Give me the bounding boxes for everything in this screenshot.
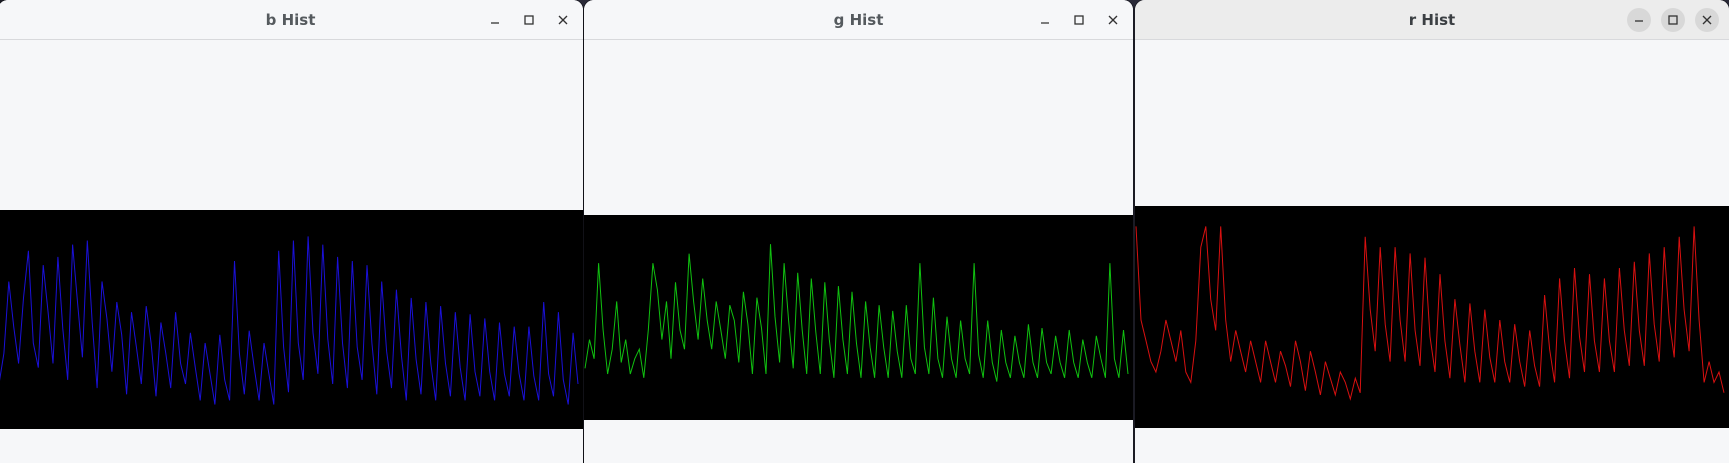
histogram-plot-g [584,215,1133,420]
minimize-button[interactable] [483,8,507,32]
minimize-button[interactable] [1627,8,1651,32]
histogram-r-chart [1135,226,1725,401]
titlebar-r-hist[interactable]: r Hist [1135,0,1729,40]
window-title: r Hist [1408,11,1456,29]
window-r-hist[interactable]: r Hist [1135,0,1729,463]
minimize-icon [1635,20,1643,22]
close-button[interactable] [1695,8,1719,32]
window-controls [1627,0,1719,40]
window-title: g Hist [833,11,884,29]
close-button[interactable] [551,8,575,32]
histogram-canvas-area [584,40,1133,463]
minimize-button[interactable] [1033,8,1057,32]
minimize-icon [1041,22,1049,24]
histogram-plot-b [0,210,583,429]
histogram-canvas-area [1135,40,1729,463]
titlebar-b-hist[interactable]: b Hist [0,0,583,40]
histogram-series-line [584,244,1129,382]
close-icon [1702,15,1712,25]
maximize-button[interactable] [1067,8,1091,32]
histogram-series-line [1135,226,1725,401]
maximize-button[interactable] [517,8,541,32]
window-g-hist[interactable]: g Hist [584,0,1133,463]
window-controls [1033,0,1125,40]
window-b-hist[interactable]: b Hist [0,0,583,463]
maximize-icon [524,15,534,25]
window-controls [483,0,575,40]
titlebar-g-hist[interactable]: g Hist [584,0,1133,40]
close-icon [558,15,568,25]
histogram-b-chart [0,236,579,405]
histogram-series-line [0,236,579,405]
histogram-canvas-area [0,40,583,463]
close-button[interactable] [1101,8,1125,32]
maximize-button[interactable] [1661,8,1685,32]
minimize-icon [491,22,499,24]
histogram-g-chart [584,244,1129,382]
maximize-icon [1668,15,1678,25]
close-icon [1108,15,1118,25]
maximize-icon [1074,15,1084,25]
histogram-plot-r [1135,206,1729,428]
window-title: b Hist [265,11,316,29]
